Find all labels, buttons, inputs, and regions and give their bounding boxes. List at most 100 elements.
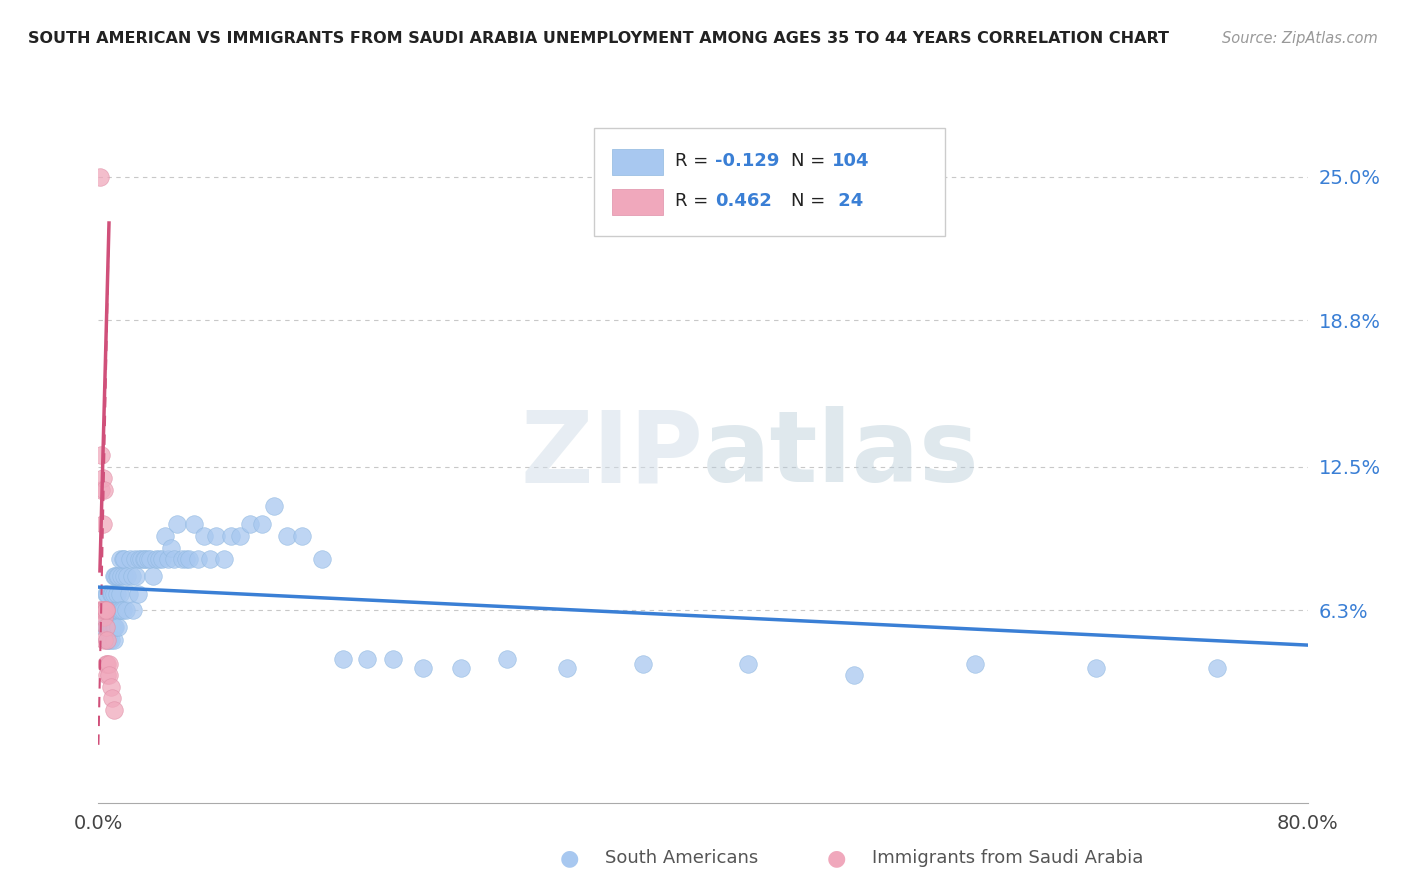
Point — [124, 552, 146, 566]
Point — [163, 552, 186, 566]
Point — [142, 568, 165, 582]
Point — [239, 517, 262, 532]
Point — [153, 529, 176, 543]
Point — [101, 691, 124, 706]
Point — [96, 633, 118, 648]
Point — [495, 652, 517, 666]
Text: 104: 104 — [832, 152, 870, 169]
Point — [382, 652, 405, 666]
Point — [1206, 661, 1229, 675]
Point — [104, 619, 127, 633]
Point — [93, 619, 115, 633]
Point — [110, 603, 132, 617]
Point — [96, 619, 118, 633]
Point — [98, 633, 121, 648]
Point — [111, 552, 134, 566]
Point — [450, 661, 472, 675]
Point — [128, 552, 150, 566]
Point — [737, 657, 759, 671]
FancyBboxPatch shape — [595, 128, 945, 235]
Text: ●: ● — [827, 848, 846, 868]
Point — [101, 603, 124, 617]
Point — [100, 680, 122, 694]
Point — [179, 552, 201, 566]
Point — [101, 603, 124, 617]
Point — [332, 652, 354, 666]
Point — [129, 552, 152, 566]
Point — [356, 652, 378, 666]
Point — [94, 587, 117, 601]
Point — [107, 619, 129, 633]
Point — [212, 552, 235, 566]
Point — [94, 603, 117, 617]
Point — [96, 633, 118, 648]
Point — [104, 603, 127, 617]
Point — [139, 552, 162, 566]
Point — [91, 603, 114, 617]
Point — [94, 603, 117, 617]
Point — [965, 657, 987, 671]
Point — [105, 603, 128, 617]
Point — [134, 552, 156, 566]
Point — [91, 603, 114, 617]
Point — [114, 603, 136, 617]
Point — [93, 603, 115, 617]
Point — [98, 619, 121, 633]
Point — [1085, 661, 1108, 675]
Point — [94, 619, 117, 633]
Point — [96, 657, 118, 671]
Text: South Americans: South Americans — [605, 849, 758, 867]
Point — [100, 587, 122, 601]
Point — [250, 517, 273, 532]
Point — [90, 603, 112, 617]
Point — [94, 657, 117, 671]
Text: SOUTH AMERICAN VS IMMIGRANTS FROM SAUDI ARABIA UNEMPLOYMENT AMONG AGES 35 TO 44 : SOUTH AMERICAN VS IMMIGRANTS FROM SAUDI … — [28, 31, 1170, 46]
Point — [93, 603, 115, 617]
Point — [108, 603, 131, 617]
Point — [103, 633, 125, 648]
Text: atlas: atlas — [703, 407, 980, 503]
Point — [160, 541, 183, 555]
Text: ZIP: ZIP — [520, 407, 703, 503]
Point — [166, 517, 188, 532]
Point — [89, 603, 111, 617]
Point — [98, 603, 121, 617]
Point — [101, 603, 124, 617]
Point — [108, 587, 131, 601]
Point — [105, 568, 128, 582]
Point — [148, 552, 170, 566]
Point — [112, 568, 135, 582]
Point — [111, 603, 134, 617]
Point — [103, 703, 125, 717]
Point — [311, 552, 333, 566]
Point — [110, 568, 132, 582]
Point — [98, 657, 121, 671]
Point — [94, 619, 117, 633]
Point — [205, 529, 228, 543]
Point — [90, 448, 112, 462]
Point — [221, 529, 243, 543]
Point — [412, 661, 434, 675]
Point — [127, 587, 149, 601]
Point — [100, 633, 122, 648]
Point — [103, 619, 125, 633]
Text: R =: R = — [675, 152, 714, 169]
Point — [150, 552, 173, 566]
Point — [103, 603, 125, 617]
Text: N =: N = — [792, 192, 831, 210]
Point — [96, 603, 118, 617]
Point — [98, 603, 121, 617]
Point — [112, 552, 135, 566]
Point — [103, 603, 125, 617]
Point — [122, 603, 145, 617]
Point — [101, 619, 124, 633]
Point — [98, 668, 121, 682]
Point — [107, 568, 129, 582]
Point — [90, 483, 112, 497]
Point — [183, 517, 205, 532]
Point — [91, 471, 114, 485]
Point — [93, 633, 115, 648]
Point — [100, 619, 122, 633]
Text: Source: ZipAtlas.com: Source: ZipAtlas.com — [1222, 31, 1378, 46]
Text: -0.129: -0.129 — [716, 152, 779, 169]
